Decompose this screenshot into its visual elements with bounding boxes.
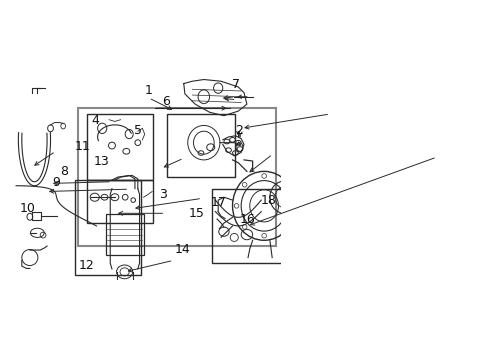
Text: 9: 9	[52, 176, 60, 189]
Text: 3: 3	[159, 188, 166, 201]
Bar	[338, 209, 404, 260]
Text: 4: 4	[91, 113, 99, 127]
Bar	[166, 114, 235, 177]
Text: 5: 5	[133, 124, 142, 137]
Text: 15: 15	[188, 207, 204, 220]
Bar	[78, 108, 275, 246]
Text: 2: 2	[234, 124, 242, 137]
Bar	[212, 189, 292, 263]
Text: 17: 17	[211, 196, 226, 209]
Text: 11: 11	[75, 140, 90, 153]
Text: 13: 13	[93, 155, 109, 168]
Text: 16: 16	[239, 213, 254, 226]
Bar	[87, 180, 153, 223]
Text: 10: 10	[20, 202, 36, 215]
Text: 14: 14	[174, 243, 190, 256]
Bar	[106, 215, 143, 255]
Text: 6: 6	[162, 95, 169, 108]
Text: 12: 12	[79, 259, 95, 272]
Bar	[75, 180, 141, 275]
Text: 8: 8	[61, 165, 68, 178]
Text: 7: 7	[231, 78, 240, 91]
Bar	[87, 114, 153, 180]
Text: 1: 1	[144, 84, 152, 96]
Text: 18: 18	[260, 194, 276, 207]
